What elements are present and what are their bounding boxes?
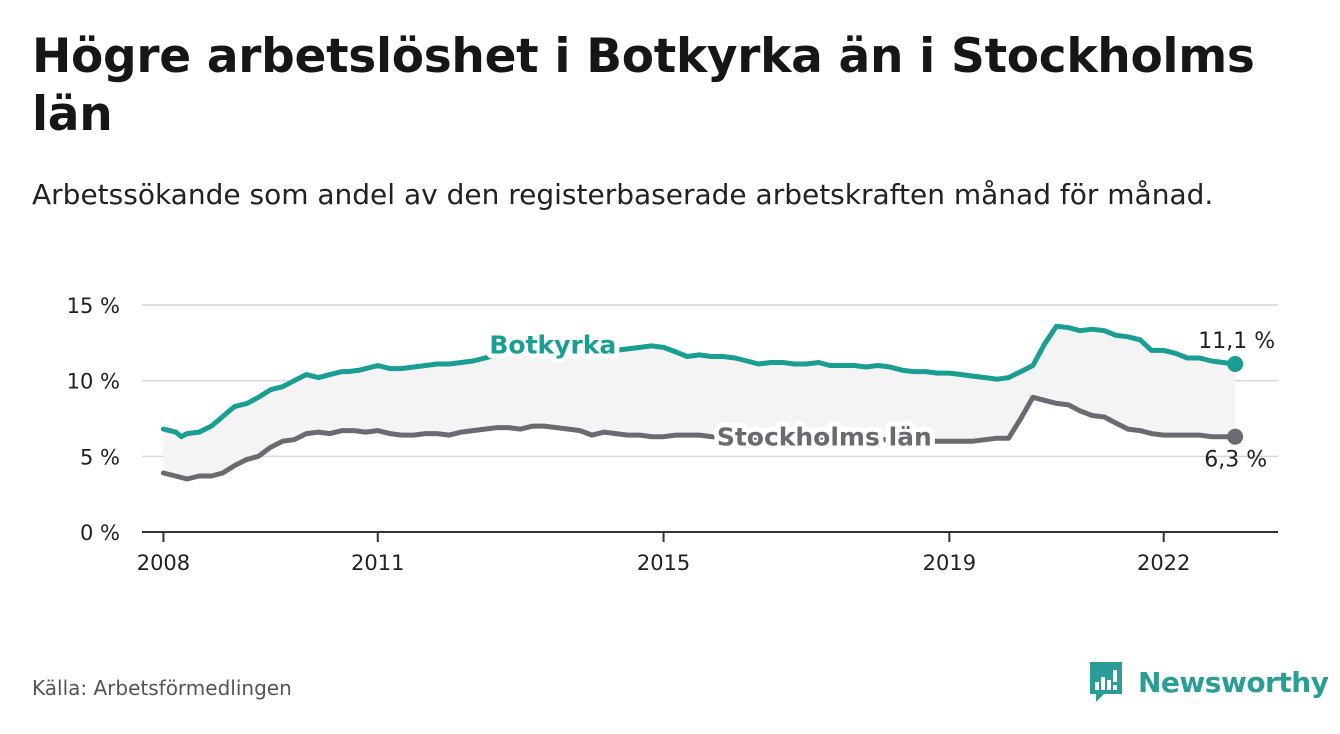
brand-name: Newsworthy	[1138, 665, 1329, 699]
y-tick-label: 10 %	[67, 370, 120, 394]
x-tick-label: 2022	[1137, 551, 1190, 575]
x-tick-label: 2011	[351, 551, 404, 575]
series-label-botkyrka: Botkyrka	[489, 330, 616, 359]
series-lines	[160, 323, 1244, 482]
brand-logo: Newsworthy	[1088, 660, 1329, 704]
y-tick-label: 5 %	[80, 445, 120, 469]
y-tick-label: 0 %	[80, 521, 120, 545]
end-value-label-stockholm: 6,3 %	[1204, 448, 1267, 473]
source-note: Källa: Arbetsförmedlingen	[32, 676, 292, 700]
chart-title: Högre arbetslöshet i Botkyrka än i Stock…	[32, 29, 1255, 142]
series-line-stockholm	[160, 394, 1238, 482]
chart-subtitle: Arbetssökande som andel av den registerb…	[32, 178, 1214, 211]
y-tick-label: 15 %	[67, 294, 120, 318]
series-end-point-botkyrka	[1227, 356, 1244, 373]
end-value-label-botkyrka: 11,1 %	[1198, 329, 1275, 354]
series-line-botkyrka	[160, 323, 1238, 440]
gridlines: 0 % 5 % 10 % 15 %	[67, 294, 1278, 545]
series-label-botkyrka-halo: Botkyrka	[489, 330, 616, 359]
series-label-stockholm: Stockholms län	[717, 423, 932, 452]
x-tick-label: 2019	[923, 551, 976, 575]
x-axis: 2008 2011 2015 2019 2022	[137, 531, 1278, 575]
newsworthy-logo-icon	[1090, 662, 1122, 702]
x-tick-label: 2008	[137, 551, 190, 575]
series-end-point-stockholm	[1227, 428, 1244, 445]
series-label-stockholm-halo: Stockholms län	[717, 423, 932, 452]
line-chart: 0 %5 %10 %15 % 11,1 %6,3 %BotkyrkaBotkyr…	[67, 294, 1278, 575]
x-tick-label: 2015	[637, 551, 690, 575]
